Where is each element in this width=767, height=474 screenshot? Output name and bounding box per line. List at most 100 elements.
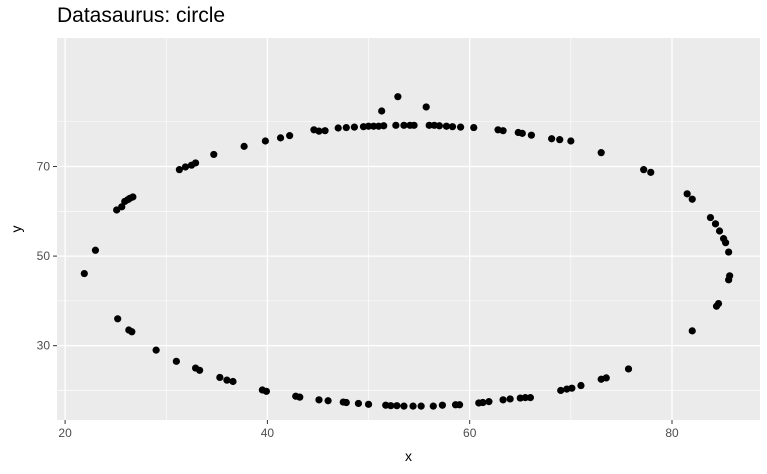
data-point <box>719 235 728 243</box>
data-point <box>725 248 733 256</box>
data-point <box>350 123 358 131</box>
chart-title: Datasaurus: circle <box>57 4 226 27</box>
data-point <box>499 396 507 404</box>
x-tick-label: 80 <box>665 426 679 440</box>
data-point <box>315 396 323 404</box>
data-point <box>210 150 218 159</box>
data-point <box>455 401 464 409</box>
axes: 20 40 60 80 30 50 70 <box>37 160 679 440</box>
data-point <box>296 393 304 401</box>
data-point <box>378 107 386 115</box>
x-tick-label: 60 <box>463 426 477 440</box>
data-point <box>688 327 696 335</box>
data-point <box>706 213 715 222</box>
data-point <box>334 124 342 132</box>
data-point <box>417 402 425 410</box>
data-point <box>262 387 270 395</box>
data-point <box>602 374 610 382</box>
data-point <box>438 401 446 409</box>
data-point <box>216 373 224 382</box>
data-point <box>310 126 318 134</box>
major-gridlines <box>57 38 760 420</box>
x-axis-title: x <box>405 448 412 464</box>
data-point <box>91 246 100 254</box>
data-point <box>354 399 363 408</box>
data-point <box>400 121 408 129</box>
data-point <box>196 366 204 374</box>
data-point <box>557 386 565 395</box>
data-point <box>624 365 633 373</box>
data-point <box>479 398 487 407</box>
data-point <box>392 121 400 129</box>
data-point <box>240 142 248 150</box>
data-point <box>526 394 534 402</box>
data-point <box>400 402 408 410</box>
data-point <box>514 128 522 137</box>
data-point <box>172 357 180 365</box>
minor-gridlines <box>57 38 760 420</box>
data-point <box>430 121 438 129</box>
data-point <box>470 123 478 132</box>
y-tick-label: 50 <box>37 249 51 263</box>
data-point <box>114 315 122 323</box>
data-point <box>80 269 88 278</box>
data-point <box>394 93 402 101</box>
data-point <box>375 122 383 130</box>
data-point <box>726 272 734 280</box>
data-point <box>152 346 160 354</box>
data-point <box>448 123 457 131</box>
data-point <box>521 394 529 402</box>
data-point <box>556 136 564 144</box>
data-point <box>261 137 269 145</box>
data-point <box>683 190 691 198</box>
data-point <box>324 397 332 405</box>
data-point <box>286 132 294 140</box>
data-point <box>548 135 556 143</box>
data-point <box>429 402 437 410</box>
data-point <box>506 395 514 403</box>
data-point <box>229 377 237 386</box>
data-point <box>422 103 430 111</box>
data-point <box>647 168 655 176</box>
data-points <box>80 93 734 410</box>
data-point <box>393 402 401 410</box>
data-point <box>567 137 575 145</box>
data-point <box>711 220 720 228</box>
data-point <box>715 227 724 235</box>
data-point <box>187 161 196 169</box>
data-point <box>364 400 373 408</box>
data-point <box>409 402 417 410</box>
data-point <box>494 126 502 134</box>
x-tick-label: 20 <box>58 426 72 440</box>
data-point <box>527 131 535 139</box>
data-point <box>485 398 493 406</box>
data-point <box>442 122 451 130</box>
data-point <box>714 299 723 308</box>
data-point <box>113 206 121 214</box>
data-point <box>387 402 395 410</box>
data-point <box>321 127 329 135</box>
data-point <box>223 376 231 384</box>
data-point <box>406 121 414 129</box>
data-point <box>688 195 696 203</box>
data-point <box>181 163 190 171</box>
y-tick-label: 30 <box>37 339 51 353</box>
data-point <box>276 134 285 142</box>
data-point <box>175 166 183 174</box>
data-point <box>342 398 350 407</box>
data-point <box>568 384 576 392</box>
data-point <box>456 123 465 131</box>
data-point <box>370 122 378 130</box>
data-point <box>121 197 129 206</box>
data-point <box>359 123 368 131</box>
data-point <box>128 328 136 336</box>
data-point <box>640 166 648 174</box>
y-tick-label: 70 <box>37 160 51 174</box>
data-point <box>577 381 585 390</box>
plot-panel <box>57 38 760 420</box>
data-point <box>425 121 433 129</box>
x-tick-label: 40 <box>261 426 275 440</box>
y-axis-title: y <box>8 226 24 233</box>
